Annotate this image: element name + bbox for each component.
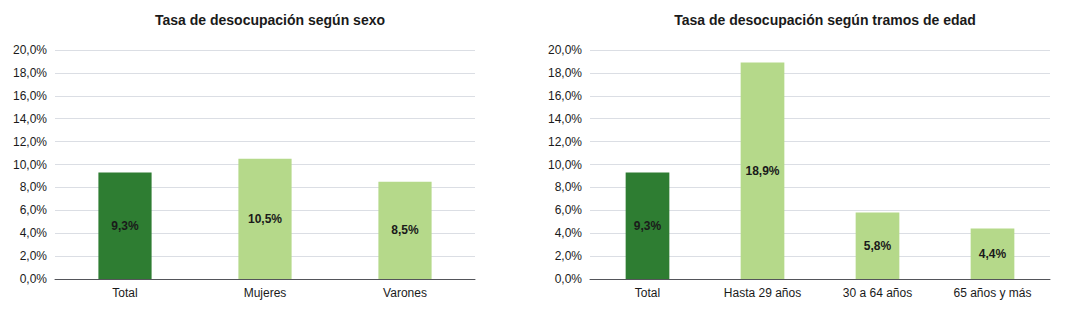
- svg-text:4,4%: 4,4%: [979, 247, 1007, 261]
- svg-text:Hasta 29 años: Hasta 29 años: [724, 286, 801, 300]
- svg-text:Tasa de desocupación según sex: Tasa de desocupación según sexo: [155, 12, 385, 28]
- svg-text:8,5%: 8,5%: [391, 223, 419, 237]
- svg-text:10,0%: 10,0%: [548, 158, 582, 172]
- svg-text:0,0%: 0,0%: [555, 272, 583, 286]
- svg-text:10,5%: 10,5%: [248, 212, 282, 226]
- svg-text:Total: Total: [635, 286, 660, 300]
- svg-text:0,0%: 0,0%: [20, 272, 48, 286]
- svg-text:16,0%: 16,0%: [548, 89, 582, 103]
- svg-text:2,0%: 2,0%: [20, 249, 48, 263]
- svg-text:18,0%: 18,0%: [548, 66, 582, 80]
- svg-text:20,0%: 20,0%: [548, 43, 582, 57]
- svg-text:4,0%: 4,0%: [555, 226, 583, 240]
- svg-text:12,0%: 12,0%: [548, 135, 582, 149]
- svg-text:10,0%: 10,0%: [13, 158, 47, 172]
- svg-text:12,0%: 12,0%: [13, 135, 47, 149]
- svg-text:4,0%: 4,0%: [20, 226, 48, 240]
- svg-text:Mujeres: Mujeres: [244, 286, 287, 300]
- svg-text:65 años y más: 65 años y más: [953, 286, 1031, 300]
- svg-text:16,0%: 16,0%: [13, 89, 47, 103]
- svg-text:6,0%: 6,0%: [555, 203, 583, 217]
- svg-text:30 a 64 años: 30 a 64 años: [843, 286, 912, 300]
- svg-text:8,0%: 8,0%: [20, 180, 48, 194]
- svg-text:9,3%: 9,3%: [634, 219, 662, 233]
- svg-text:18,0%: 18,0%: [13, 66, 47, 80]
- svg-text:8,0%: 8,0%: [555, 180, 583, 194]
- svg-text:2,0%: 2,0%: [555, 249, 583, 263]
- svg-text:6,0%: 6,0%: [20, 203, 48, 217]
- svg-text:14,0%: 14,0%: [13, 112, 47, 126]
- svg-text:14,0%: 14,0%: [548, 112, 582, 126]
- svg-text:Total: Total: [112, 286, 137, 300]
- svg-text:20,0%: 20,0%: [13, 43, 47, 57]
- svg-text:Tasa de desocupación según tra: Tasa de desocupación según tramos de eda…: [674, 12, 976, 28]
- svg-text:5,8%: 5,8%: [864, 239, 892, 253]
- svg-text:18,9%: 18,9%: [745, 164, 779, 178]
- svg-text:Varones: Varones: [383, 286, 427, 300]
- svg-text:9,3%: 9,3%: [111, 219, 139, 233]
